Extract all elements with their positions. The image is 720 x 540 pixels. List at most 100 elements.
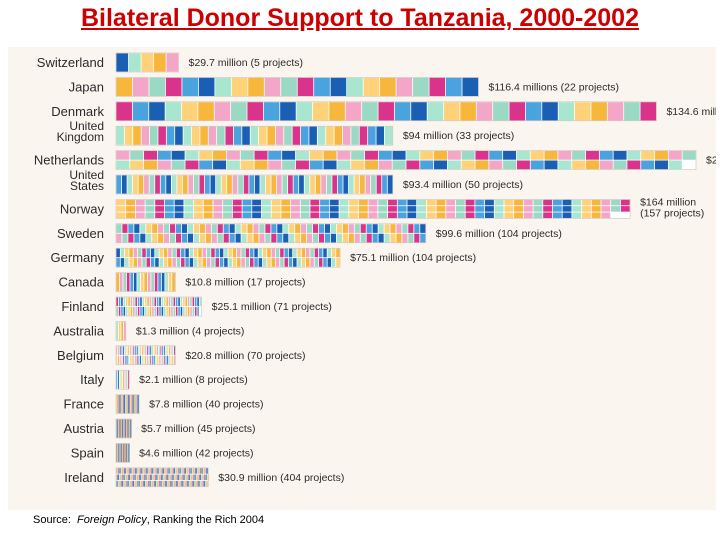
project-cell — [128, 297, 130, 307]
project-cell — [312, 102, 329, 121]
project-cell — [461, 160, 475, 170]
project-cell — [572, 151, 586, 160]
project-cell — [434, 151, 448, 160]
bar-row-belgium: Belgium $20.8 million (70 projects) — [57, 345, 306, 366]
project-cell — [144, 480, 146, 487]
project-cell — [142, 306, 145, 316]
project-cell — [175, 468, 177, 474]
project-cell — [336, 258, 340, 267]
category-label: Netherlands — [34, 153, 105, 168]
project-cell — [271, 248, 276, 258]
project-cell — [461, 151, 475, 160]
data-label: $99.6 million (104 projects) — [436, 228, 562, 240]
project-cell — [152, 474, 154, 481]
project-cell — [184, 468, 185, 474]
project-cell — [163, 468, 165, 474]
project-cell — [199, 468, 201, 474]
project-cell — [133, 395, 134, 414]
project-cell — [254, 151, 268, 160]
project-cell — [153, 355, 155, 365]
project-cell — [133, 248, 138, 258]
project-cell — [133, 468, 135, 474]
project-cell — [165, 77, 182, 96]
project-cell — [176, 474, 178, 481]
project-cell — [420, 233, 426, 243]
project-cell — [144, 273, 148, 292]
project-cell — [155, 346, 157, 355]
project-cell — [117, 480, 119, 487]
project-cell — [420, 224, 426, 233]
project-cell — [161, 480, 163, 487]
project-cell — [261, 206, 271, 212]
project-cell — [268, 151, 282, 160]
project-cell — [158, 474, 159, 481]
project-cell — [143, 346, 145, 355]
project-cell — [143, 468, 144, 474]
project-cell — [126, 273, 130, 292]
project-cell — [219, 248, 224, 258]
project-cell — [288, 175, 293, 194]
project-cell — [161, 468, 163, 474]
project-cell — [414, 224, 420, 233]
project-cell — [175, 480, 176, 487]
project-cell — [193, 224, 200, 233]
project-cell — [124, 480, 126, 487]
project-cell — [185, 248, 189, 258]
project-cell — [130, 160, 144, 170]
project-cell — [227, 175, 232, 194]
source-suffix: , Ranking the Rich 2004 — [146, 514, 265, 526]
project-cell — [174, 212, 184, 218]
project-cell — [137, 395, 138, 414]
project-cell — [514, 206, 523, 212]
project-cell — [130, 297, 133, 307]
project-cell — [132, 395, 134, 414]
project-cell — [368, 206, 378, 212]
project-cell — [163, 248, 168, 258]
project-cell — [184, 206, 194, 212]
project-cell — [135, 212, 145, 218]
project-cell — [552, 199, 562, 206]
project-cell — [203, 480, 204, 487]
project-cell — [150, 248, 155, 258]
project-cell — [147, 480, 149, 487]
project-cell — [140, 474, 141, 481]
project-cell — [243, 175, 249, 194]
project-cell — [324, 233, 331, 243]
project-cell — [312, 233, 319, 243]
project-cell — [174, 206, 184, 212]
project-cell — [342, 233, 348, 243]
project-cell — [149, 102, 165, 121]
project-cell — [178, 480, 180, 487]
project-cell — [262, 258, 267, 267]
project-cell — [207, 468, 208, 474]
project-cell — [140, 233, 146, 243]
project-cell — [129, 443, 130, 462]
project-cell — [290, 206, 300, 212]
project-cell — [348, 175, 354, 194]
project-cell — [171, 474, 173, 481]
project-cell — [171, 151, 185, 160]
project-cell — [126, 199, 135, 206]
project-cell — [198, 258, 202, 267]
project-cell — [172, 273, 175, 292]
project-cell — [184, 474, 185, 481]
project-cell — [254, 175, 260, 194]
project-cell — [165, 474, 167, 481]
project-cell — [601, 199, 611, 206]
project-cell — [167, 355, 169, 365]
project-cell — [129, 468, 130, 474]
project-cell — [147, 468, 149, 474]
project-cell — [275, 126, 284, 145]
project-cell — [187, 297, 190, 307]
project-cell — [166, 297, 168, 307]
project-cell — [123, 395, 125, 414]
project-cell — [129, 480, 130, 487]
project-cell — [194, 297, 197, 307]
project-cell — [162, 474, 163, 481]
project-cell — [154, 273, 158, 292]
project-cell — [200, 126, 208, 145]
project-cell — [202, 468, 204, 474]
project-cell — [169, 474, 171, 481]
project-cell — [137, 297, 140, 307]
project-cell — [127, 419, 129, 438]
